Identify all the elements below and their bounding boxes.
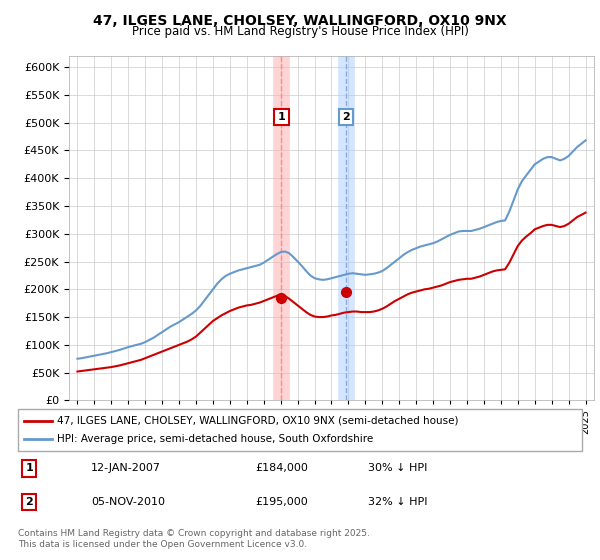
- FancyBboxPatch shape: [18, 409, 582, 451]
- Text: £184,000: £184,000: [255, 463, 308, 473]
- Text: 47, ILGES LANE, CHOLSEY, WALLINGFORD, OX10 9NX: 47, ILGES LANE, CHOLSEY, WALLINGFORD, OX…: [93, 14, 507, 28]
- Text: £195,000: £195,000: [255, 497, 308, 507]
- Text: 32% ↓ HPI: 32% ↓ HPI: [368, 497, 427, 507]
- Text: 2: 2: [342, 112, 350, 122]
- Text: HPI: Average price, semi-detached house, South Oxfordshire: HPI: Average price, semi-detached house,…: [58, 434, 374, 444]
- Text: 30% ↓ HPI: 30% ↓ HPI: [368, 463, 427, 473]
- Text: 47, ILGES LANE, CHOLSEY, WALLINGFORD, OX10 9NX (semi-detached house): 47, ILGES LANE, CHOLSEY, WALLINGFORD, OX…: [58, 416, 459, 426]
- Text: 1: 1: [277, 112, 285, 122]
- Text: 2: 2: [25, 497, 33, 507]
- Text: 12-JAN-2007: 12-JAN-2007: [91, 463, 161, 473]
- Text: 05-NOV-2010: 05-NOV-2010: [91, 497, 166, 507]
- Text: Price paid vs. HM Land Registry's House Price Index (HPI): Price paid vs. HM Land Registry's House …: [131, 25, 469, 38]
- Text: 1: 1: [25, 463, 33, 473]
- Text: Contains HM Land Registry data © Crown copyright and database right 2025.
This d: Contains HM Land Registry data © Crown c…: [18, 529, 370, 549]
